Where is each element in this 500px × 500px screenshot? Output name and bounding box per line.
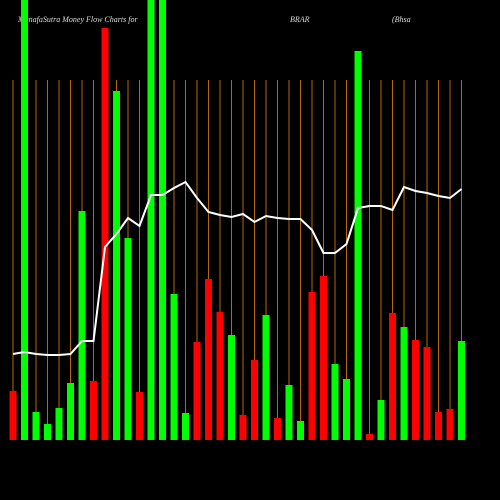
bar	[9, 391, 17, 440]
bar	[205, 279, 212, 440]
bar	[113, 91, 120, 440]
money-flow-line	[12, 180, 463, 356]
bar	[193, 342, 201, 440]
bar	[44, 424, 51, 440]
bar	[147, 0, 155, 440]
bar	[412, 340, 419, 440]
bar	[101, 28, 109, 440]
bar	[297, 421, 304, 440]
bar	[159, 0, 166, 440]
bar	[21, 0, 28, 440]
bar	[366, 434, 373, 440]
bar	[55, 408, 63, 440]
bar	[331, 364, 339, 440]
bar	[216, 312, 224, 440]
bar	[377, 400, 385, 440]
bar	[67, 383, 74, 440]
bar	[274, 418, 281, 440]
bar	[389, 313, 396, 440]
bar	[262, 315, 270, 440]
bar	[228, 335, 235, 440]
bar	[78, 211, 86, 440]
chart-title: MunafaSutra Money Flow Charts for	[17, 15, 138, 24]
bar	[435, 412, 442, 440]
bar	[285, 385, 293, 440]
chart-ticker: BRAR	[290, 15, 310, 24]
bar	[423, 347, 431, 440]
bar	[182, 413, 189, 440]
bar	[170, 294, 178, 440]
bar	[251, 360, 258, 440]
bar	[124, 238, 132, 440]
bar	[400, 327, 408, 440]
bar	[354, 51, 362, 440]
bar	[458, 341, 465, 440]
bar	[320, 276, 327, 440]
bar	[308, 292, 316, 440]
bar	[239, 415, 247, 440]
bar	[90, 381, 97, 440]
bar	[343, 379, 350, 440]
bar	[446, 409, 454, 440]
bar	[136, 392, 143, 440]
bar	[32, 412, 40, 440]
chart-subtitle: (Bhsa	[392, 15, 411, 24]
